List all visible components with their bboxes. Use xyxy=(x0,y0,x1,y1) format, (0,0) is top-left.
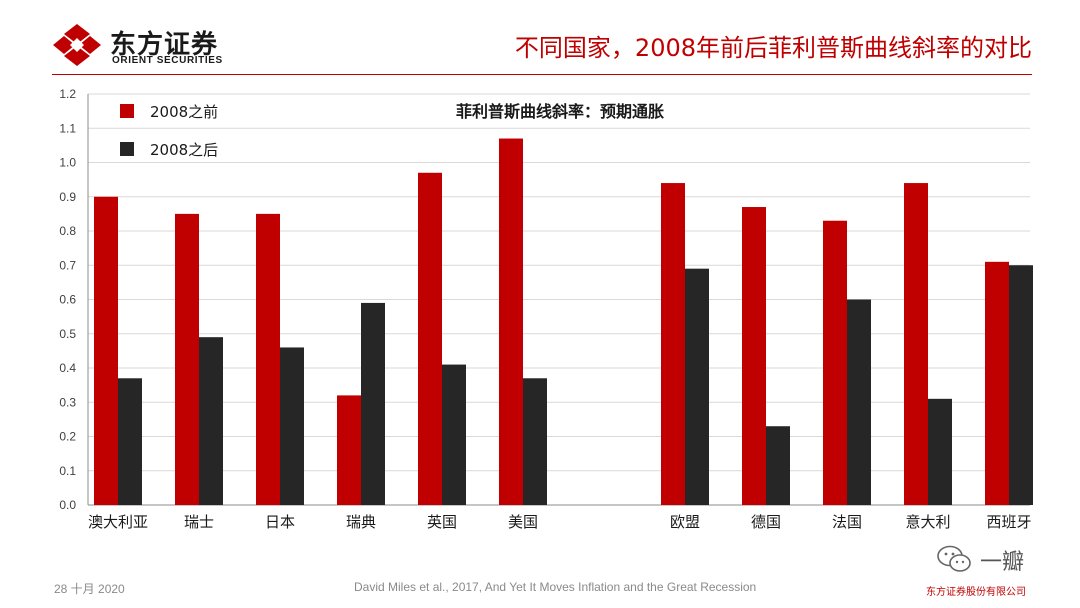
footer-date: 28 十月 2020 xyxy=(54,582,125,596)
y-tick-label: 0.3 xyxy=(59,395,76,409)
x-tick-label: 西班牙 xyxy=(986,513,1031,531)
bar-after-2008 xyxy=(766,426,790,505)
x-tick-label: 日本 xyxy=(265,513,295,531)
bar-before-2008 xyxy=(742,207,766,505)
legend-swatch xyxy=(120,142,134,156)
bar-chart: 0.0 0.1 0.2 0.3 0.4 0.5 0.6 0.7 0.8 0.9 1.0 1.1 1.2 澳… xyxy=(59,87,1033,531)
watermark-text: 一瓣 xyxy=(980,550,1025,575)
bar-after-2008 xyxy=(118,378,142,505)
chart-title: 菲利普斯曲线斜率：预期通胀 xyxy=(456,102,664,121)
legend-label: 2008之后 xyxy=(150,141,218,159)
x-tick-label: 瑞士 xyxy=(184,513,214,531)
bar-after-2008 xyxy=(442,364,466,505)
y-tick-label: 0.7 xyxy=(59,258,76,272)
bar-before-2008 xyxy=(175,213,199,505)
bar-after-2008 xyxy=(523,378,547,505)
bar-after-2008 xyxy=(280,347,304,505)
footer-source: David Miles et al., 2017, And Yet It Mov… xyxy=(354,580,757,594)
y-tick-label: 0.1 xyxy=(59,464,76,478)
bar-after-2008 xyxy=(685,268,709,505)
y-tick-label: 0.0 xyxy=(59,498,76,512)
bar-before-2008 xyxy=(823,220,847,505)
y-tick-label: 0.2 xyxy=(59,430,76,444)
legend-label: 2008之前 xyxy=(150,103,218,121)
bar-after-2008 xyxy=(1009,265,1033,505)
legend-swatch xyxy=(120,104,134,118)
bar-before-2008 xyxy=(985,261,1009,505)
bar-before-2008 xyxy=(337,395,361,505)
x-tick-label: 英国 xyxy=(427,513,457,531)
y-tick-label: 0.4 xyxy=(59,361,76,375)
logo-text-en: ORIENT SECURITIES xyxy=(112,55,223,66)
x-tick-label: 澳大利亚 xyxy=(88,513,148,531)
y-tick-label: 1.0 xyxy=(59,156,76,170)
bar-after-2008 xyxy=(847,299,871,505)
wechat-icon xyxy=(937,545,971,572)
chart-area: 0.0 0.1 0.2 0.3 0.4 0.5 0.6 0.7 0.8 0.9 1.0 1.1 1.2 澳… xyxy=(0,80,1080,550)
y-tick-label: 0.5 xyxy=(59,327,76,341)
y-tick-label: 0.8 xyxy=(59,224,76,238)
y-tick-label: 1.1 xyxy=(59,121,76,135)
bar-before-2008 xyxy=(94,196,118,505)
watermark: 一瓣 xyxy=(936,540,1056,580)
y-tick-label: 0.9 xyxy=(59,190,76,204)
bar-before-2008 xyxy=(256,213,280,505)
title-divider xyxy=(52,74,1032,75)
bar-before-2008 xyxy=(661,183,685,506)
bar-before-2008 xyxy=(499,138,523,505)
x-tick-label: 美国 xyxy=(508,513,538,531)
x-tick-label: 欧盟 xyxy=(670,513,700,531)
y-tick-label: 1.2 xyxy=(59,87,76,101)
logo-text-cn: 东方证券 xyxy=(110,30,219,60)
page-title: 不同国家，2008年前后菲利普斯曲线斜率的对比 xyxy=(514,34,1032,62)
bar-before-2008 xyxy=(418,172,442,505)
x-tick-label: 法国 xyxy=(832,513,862,531)
x-tick-label: 瑞典 xyxy=(346,513,376,531)
x-tick-label: 意大利 xyxy=(905,513,950,531)
bar-after-2008 xyxy=(361,302,385,505)
footer-company: 东方证券股份有限公司 xyxy=(926,587,1026,598)
bar-after-2008 xyxy=(199,337,223,505)
bar-before-2008 xyxy=(904,183,928,506)
logo-mark-icon xyxy=(53,24,101,66)
bar-after-2008 xyxy=(928,398,952,505)
x-tick-label: 德国 xyxy=(751,513,781,531)
company-logo: 东方证券 ORIENT SECURITIES xyxy=(52,22,262,68)
y-tick-label: 0.6 xyxy=(59,293,76,307)
